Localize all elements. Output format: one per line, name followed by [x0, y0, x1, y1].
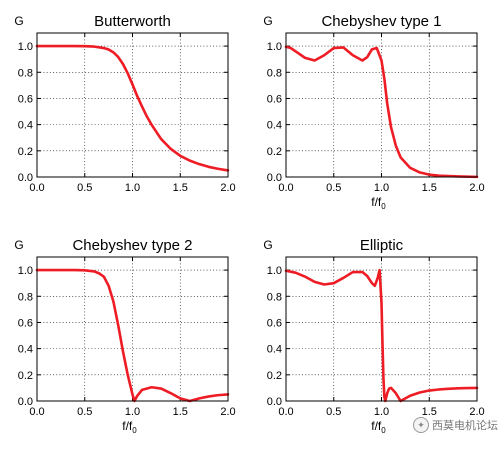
- chart-title: Elliptic: [360, 237, 404, 254]
- y-tick-label: 1.0: [18, 41, 33, 53]
- x-axis-label-subscript: 0: [381, 202, 386, 211]
- chart-panel-2: 0.0 0.5 1.0 1.5 2.0 0.0 0.2 0.4 0.6 0.8 1.0 Chebysh…: [263, 13, 484, 211]
- x-tick-label: 0.5: [77, 406, 92, 418]
- plot-frame: [36, 32, 229, 178]
- y-tick-label: 0.8: [18, 291, 33, 303]
- y-tick-label: 0.6: [18, 93, 33, 105]
- y-axis-label: G: [14, 14, 23, 28]
- x-tick-label: 0.0: [29, 182, 44, 194]
- series-line: [284, 268, 479, 403]
- y-tick-label: 0.2: [267, 146, 282, 158]
- x-axis-label-subscript: 0: [381, 426, 386, 435]
- x-tick-label: 1.5: [173, 406, 188, 418]
- y-axis-label: G: [263, 14, 272, 28]
- chart-title: Chebyshev type 1: [321, 13, 441, 30]
- y-tick-label: 0.0: [267, 172, 282, 184]
- x-tick-label: 1.5: [422, 406, 437, 418]
- chart-panel-1: 0.0 0.5 1.0 1.5 2.0 0.0 0.2 0.4 0.6 0.8 1.0 Butterw…: [14, 13, 235, 194]
- x-tick-label: 1.5: [173, 182, 188, 194]
- x-tick-label: 0.0: [278, 406, 293, 418]
- x-tick-label: 0.5: [77, 182, 92, 194]
- x-axis-label: f/f0: [371, 195, 386, 211]
- x-tick-label: 1.0: [125, 406, 140, 418]
- wechat-icon: ✦: [413, 417, 429, 433]
- x-tick-label: 0.5: [326, 182, 341, 194]
- plot-frame: [36, 256, 229, 402]
- chart-panel-3: 0.0 0.5 1.0 1.5 2.0 0.0 0.2 0.4 0.6 0.8 1.0 Chebysh…: [14, 237, 235, 435]
- y-tick-label: 0.2: [18, 370, 33, 382]
- y-tick-label: 0.4: [267, 120, 282, 132]
- y-tick-label: 0.8: [18, 67, 33, 79]
- y-tick-label: 0.4: [267, 344, 282, 356]
- y-tick-label: 0.8: [267, 291, 282, 303]
- y-tick-label: 1.0: [267, 265, 282, 277]
- plot-frame: [285, 256, 478, 402]
- y-axis-label: G: [263, 238, 272, 252]
- y-tick-label: 0.0: [18, 396, 33, 408]
- y-tick-label: 0.0: [267, 396, 282, 408]
- plot-frame: [285, 32, 478, 178]
- x-tick-label: 2.0: [469, 182, 484, 194]
- y-tick-label: 1.0: [18, 265, 33, 277]
- x-tick-label: 1.0: [374, 406, 389, 418]
- y-tick-label: 0.4: [18, 344, 33, 356]
- y-tick-label: 0.6: [267, 317, 282, 329]
- x-tick-label: 2.0: [220, 406, 235, 418]
- y-tick-label: 1.0: [267, 41, 282, 53]
- x-tick-label: 0.5: [326, 406, 341, 418]
- x-tick-label: 0.0: [278, 182, 293, 194]
- y-tick-label: 0.4: [18, 120, 33, 132]
- x-axis-label: f/f0: [122, 419, 137, 435]
- series-line: [284, 45, 479, 179]
- x-tick-label: 1.5: [422, 182, 437, 194]
- y-tick-label: 0.6: [267, 93, 282, 105]
- chart-title: Butterworth: [94, 13, 171, 30]
- x-tick-label: 2.0: [220, 182, 235, 194]
- watermark-text: 西莫电机论坛: [432, 419, 498, 432]
- y-tick-label: 0.2: [18, 146, 33, 158]
- x-tick-label: 1.0: [125, 182, 140, 194]
- x-axis-label-subscript: 0: [132, 426, 137, 435]
- y-axis-label: G: [14, 238, 23, 252]
- watermark: ✦ 西莫电机论坛: [382, 414, 498, 436]
- x-tick-label: 1.0: [374, 182, 389, 194]
- chart-title: Chebyshev type 2: [72, 237, 192, 254]
- y-tick-label: 0.0: [18, 172, 33, 184]
- x-tick-label: 2.0: [469, 406, 484, 418]
- x-tick-label: 0.0: [29, 406, 44, 418]
- series-line: [35, 44, 230, 172]
- y-tick-label: 0.6: [18, 317, 33, 329]
- chart-panel-4: 0.0 0.5 1.0 1.5 2.0 0.0 0.2 0.4 0.6 0.8 1.0 Ellipti…: [263, 237, 484, 435]
- y-tick-label: 0.2: [267, 370, 282, 382]
- y-tick-label: 0.8: [267, 67, 282, 79]
